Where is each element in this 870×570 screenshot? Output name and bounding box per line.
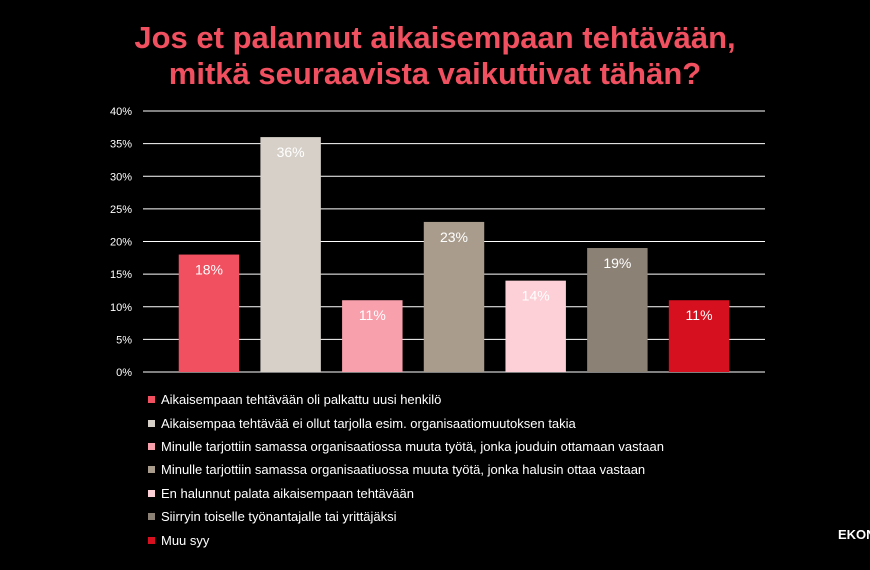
legend-item: Minulle tarjottiin samassa organisaatios… bbox=[148, 435, 664, 458]
title-line-2: mitkä seuraavista vaikuttivat tähän? bbox=[168, 56, 702, 91]
bar-chart: 0% 5% 10% 15% 20% 25% 30% 35% 40% 18% 36% 11% 23% 14%… bbox=[110, 106, 765, 379]
data-label: 11% bbox=[686, 307, 713, 323]
legend-item: Siirryin toiselle työnantajalle tai yrit… bbox=[148, 505, 664, 528]
legend-item: Aikaisempaan tehtävään oli palkattu uusi… bbox=[148, 388, 664, 411]
data-label: 14% bbox=[522, 288, 550, 304]
legend-swatch bbox=[148, 396, 155, 404]
y-tick-label: 40% bbox=[110, 106, 132, 118]
data-label: 18% bbox=[195, 262, 223, 278]
bar bbox=[342, 300, 403, 372]
y-tick-label: 30% bbox=[110, 171, 132, 183]
legend-item: Minulle tarjottiin samassa organisaatiuo… bbox=[148, 458, 664, 481]
title-line-1: Jos et palannut aikaisempaan tehtävään, bbox=[134, 20, 736, 55]
bar bbox=[423, 221, 485, 372]
data-label: 19% bbox=[603, 255, 631, 271]
bar bbox=[260, 137, 321, 372]
y-tick-label: 35% bbox=[110, 139, 132, 151]
chart-legend: Aikaisempaan tehtävään oli palkattu uusi… bbox=[148, 388, 664, 552]
legend-item: En halunnut palata aikaisempaan tehtävää… bbox=[148, 482, 664, 505]
y-tick-label: 0% bbox=[116, 367, 132, 379]
bar bbox=[178, 254, 240, 372]
legend-label: Minulle tarjottiin samassa organisaatiuo… bbox=[161, 462, 646, 478]
legend-swatch bbox=[148, 466, 155, 474]
legend-swatch bbox=[148, 536, 155, 544]
y-tick-label: 20% bbox=[110, 237, 132, 249]
bar bbox=[668, 300, 730, 372]
legend-label: Siirryin toiselle työnantajalle tai yrit… bbox=[161, 509, 397, 525]
legend-swatch bbox=[148, 442, 155, 450]
brand-logo-text: EKON bbox=[838, 527, 870, 542]
bar bbox=[505, 280, 566, 372]
y-tick-label: 10% bbox=[110, 302, 132, 314]
y-tick-label: 5% bbox=[116, 334, 132, 346]
legend-label: Aikaisempaa tehtävää ei ollut tarjolla e… bbox=[161, 415, 576, 431]
chart-title: Jos et palannut aikaisempaan tehtävään, … bbox=[0, 20, 870, 92]
data-label: 23% bbox=[440, 229, 468, 245]
legend-swatch bbox=[148, 489, 155, 497]
legend-label: Muu syy bbox=[161, 532, 210, 548]
legend-item: Aikaisempaa tehtävää ei ollut tarjolla e… bbox=[148, 411, 664, 434]
bar bbox=[587, 248, 648, 372]
data-label: 11% bbox=[359, 307, 386, 323]
legend-swatch bbox=[148, 419, 155, 427]
legend-label: En halunnut palata aikaisempaan tehtävää… bbox=[161, 485, 414, 501]
data-label: 36% bbox=[277, 144, 305, 160]
legend-label: Aikaisempaan tehtävään oli palkattu uusi… bbox=[161, 392, 442, 408]
legend-swatch bbox=[148, 513, 155, 521]
y-tick-label: 25% bbox=[110, 204, 132, 216]
legend-item: Muu syy bbox=[148, 528, 664, 551]
y-tick-label: 15% bbox=[110, 269, 132, 281]
legend-label: Minulle tarjottiin samassa organisaatios… bbox=[161, 438, 664, 454]
